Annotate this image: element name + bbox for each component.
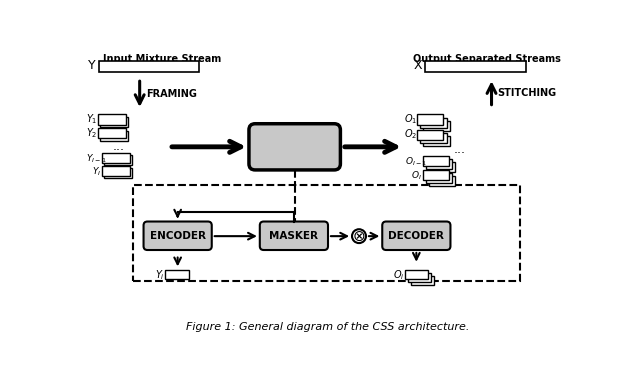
Bar — [426, 159, 452, 169]
Text: $O_I$: $O_I$ — [411, 169, 422, 182]
Bar — [99, 61, 199, 72]
FancyBboxPatch shape — [382, 221, 451, 250]
Text: ...: ... — [113, 140, 125, 153]
FancyBboxPatch shape — [260, 221, 328, 250]
Bar — [423, 121, 450, 131]
Bar — [100, 131, 128, 141]
Text: $O_2$: $O_2$ — [404, 128, 417, 141]
Text: STITCHING: STITCHING — [498, 88, 557, 98]
Text: FRAMING: FRAMING — [146, 89, 196, 99]
Bar — [104, 155, 132, 165]
Text: MASKER: MASKER — [269, 231, 319, 241]
Bar — [420, 133, 447, 143]
Text: Y: Y — [88, 59, 95, 72]
Text: ENCODER: ENCODER — [150, 231, 205, 241]
Circle shape — [352, 229, 366, 243]
FancyBboxPatch shape — [249, 124, 340, 170]
Bar — [132, 185, 520, 281]
Text: ...: ... — [454, 143, 466, 156]
Bar — [411, 276, 434, 285]
Bar — [98, 115, 125, 124]
Text: SPEECH
SEPARATION: SPEECH SEPARATION — [251, 132, 339, 162]
Bar — [422, 170, 449, 180]
Text: Input Mixture Stream: Input Mixture Stream — [103, 54, 221, 64]
Bar — [102, 153, 129, 163]
Text: X: X — [413, 59, 422, 72]
Bar — [422, 156, 449, 166]
Text: $Y_1$: $Y_1$ — [86, 112, 97, 126]
Bar — [426, 173, 452, 183]
Bar — [100, 117, 128, 127]
Bar — [425, 61, 525, 72]
Bar — [102, 166, 129, 176]
Text: $O_{I-1}$: $O_{I-1}$ — [405, 155, 428, 168]
Bar — [423, 136, 450, 146]
Bar — [408, 273, 431, 282]
Text: $Y_i$: $Y_i$ — [155, 268, 164, 282]
Bar — [429, 176, 455, 186]
Text: $O_i$: $O_i$ — [393, 268, 404, 282]
Text: $Y_{I-1}$: $Y_{I-1}$ — [86, 152, 107, 165]
Bar — [417, 115, 444, 124]
Text: Figure 1: General diagram of the CSS architecture.: Figure 1: General diagram of the CSS arc… — [186, 322, 470, 332]
Bar — [165, 270, 189, 279]
Text: $Y_I$: $Y_I$ — [92, 165, 101, 178]
Bar — [420, 118, 447, 128]
Bar — [98, 128, 125, 138]
Text: $Y_2$: $Y_2$ — [86, 126, 97, 140]
Text: DECODER: DECODER — [388, 231, 444, 241]
Text: $O_1$: $O_1$ — [404, 112, 417, 126]
Bar — [429, 162, 455, 172]
Bar — [404, 270, 428, 279]
Bar — [417, 130, 444, 140]
Text: $\otimes$: $\otimes$ — [352, 229, 365, 244]
Bar — [104, 169, 132, 178]
Text: Output Separated Streams: Output Separated Streams — [413, 54, 561, 64]
FancyBboxPatch shape — [143, 221, 212, 250]
